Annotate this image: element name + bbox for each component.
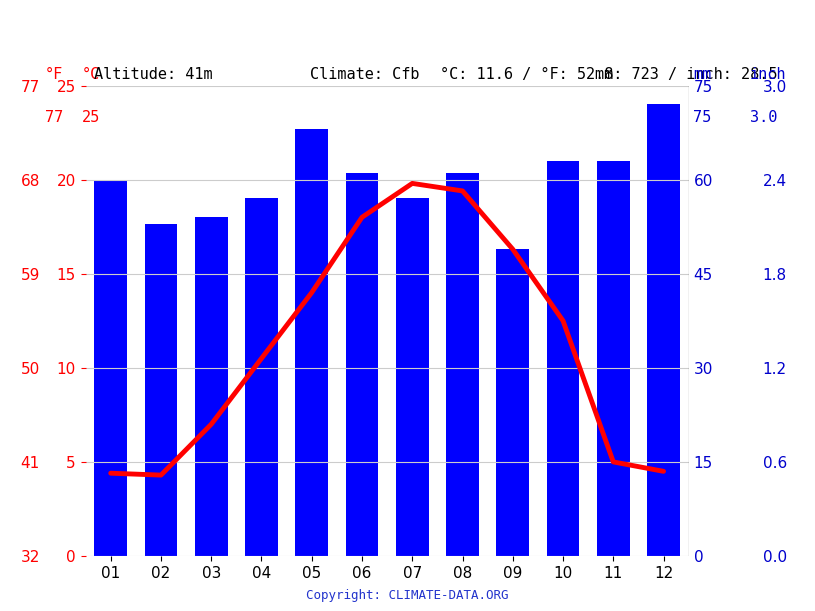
Text: 77: 77 — [45, 110, 63, 125]
Text: mm: mm — [693, 67, 711, 82]
Bar — [295, 130, 328, 556]
Bar — [195, 218, 227, 556]
Text: mm: 723 / inch: 28.5: mm: 723 / inch: 28.5 — [595, 67, 778, 82]
Text: Climate: Cfb: Climate: Cfb — [310, 67, 419, 82]
Text: °C: °C — [82, 67, 99, 82]
Bar — [346, 174, 378, 556]
Bar — [245, 199, 278, 556]
Text: Copyright: CLIMATE-DATA.ORG: Copyright: CLIMATE-DATA.ORG — [306, 589, 509, 602]
Bar — [446, 174, 479, 556]
Bar — [647, 104, 680, 556]
Bar — [597, 161, 630, 556]
Text: °C: 11.6 / °F: 52.8: °C: 11.6 / °F: 52.8 — [440, 67, 614, 82]
Bar — [496, 249, 529, 556]
Text: 25: 25 — [82, 110, 99, 125]
Bar — [144, 224, 178, 556]
Bar — [547, 161, 579, 556]
Text: inch: inch — [750, 67, 786, 82]
Bar — [396, 199, 429, 556]
Text: °F: °F — [45, 67, 63, 82]
Bar — [95, 180, 127, 556]
Text: 75: 75 — [693, 110, 711, 125]
Text: Altitude: 41m: Altitude: 41m — [94, 67, 213, 82]
Text: 3.0: 3.0 — [750, 110, 778, 125]
